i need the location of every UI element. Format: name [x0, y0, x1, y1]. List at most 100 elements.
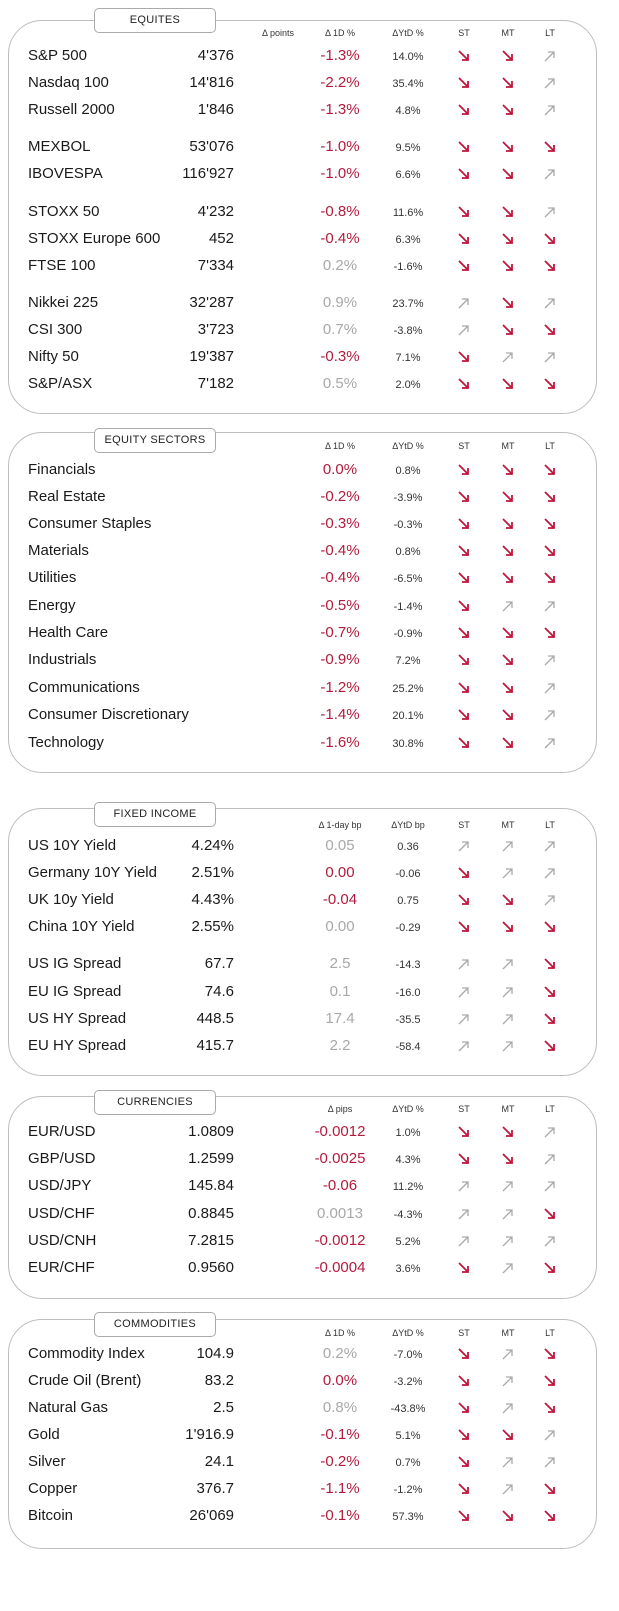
trend-down-icon	[457, 490, 471, 504]
trend-up-icon	[543, 350, 557, 364]
instrument-name: Financials	[28, 461, 96, 478]
daily-change: 17.4	[325, 1010, 355, 1027]
ytd-change: -3.2%	[393, 1376, 423, 1388]
table-row: US IG Spread 67.7 2.5 -14.3	[0, 953, 619, 977]
instrument-name: Consumer Staples	[28, 515, 152, 532]
daily-change: -0.06	[322, 1177, 358, 1194]
ytd-change: 0.8%	[395, 546, 421, 558]
instrument-name: FTSE 100	[28, 257, 96, 274]
instrument-level: 0.9560	[188, 1259, 234, 1276]
ytd-change: 23.7%	[392, 298, 424, 310]
trend-down-icon	[501, 103, 515, 117]
table-row: Bitcoin 26'069 -0.1% 57.3%	[0, 1505, 619, 1529]
trend-up-icon	[543, 296, 557, 310]
ytd-change: 0.7%	[395, 1457, 421, 1469]
table-row: Commodity Index 104.9 0.2% -7.0%	[0, 1343, 619, 1367]
daily-change: -0.1%	[320, 1426, 360, 1443]
instrument-name: Materials	[28, 542, 89, 559]
daily-change: 0.00	[325, 864, 355, 881]
table-row: Natural Gas 2.5 0.8% -43.8%	[0, 1397, 619, 1421]
trend-down-icon	[457, 626, 471, 640]
trend-up-icon	[457, 296, 471, 310]
trend-up-icon	[457, 1179, 471, 1193]
column-header-lt: LT	[545, 441, 555, 451]
trend-up-icon	[501, 350, 515, 364]
ytd-change: 5.2%	[395, 1236, 421, 1248]
trend-down-icon	[457, 1374, 471, 1388]
trend-down-icon	[457, 571, 471, 585]
trend-down-icon	[501, 626, 515, 640]
instrument-name: MEXBOL	[28, 138, 91, 155]
table-row: Nikkei 225 32'287 0.9% 23.7%	[0, 292, 619, 316]
daily-change: 2.5	[329, 955, 351, 972]
trend-down-icon	[457, 232, 471, 246]
trend-down-icon	[543, 1509, 557, 1523]
instrument-name: Crude Oil (Brent)	[28, 1372, 142, 1389]
daily-change: 0.05	[325, 837, 355, 854]
column-header-mt: MT	[501, 820, 515, 830]
instrument-level: 7'182	[197, 375, 234, 392]
instrument-level: 1'846	[197, 101, 234, 118]
table-row: Materials -0.4% 0.8%	[0, 540, 619, 564]
table-row: GBP/USD 1.2599 -0.0025 4.3%	[0, 1148, 619, 1172]
daily-change: 0.9%	[322, 294, 358, 311]
instrument-name: Germany 10Y Yield	[28, 864, 157, 881]
trend-up-icon	[543, 681, 557, 695]
trend-up-icon	[543, 1179, 557, 1193]
trend-down-icon	[501, 140, 515, 154]
daily-change: 0.0013	[317, 1205, 363, 1222]
table-row: Consumer Discretionary -1.4% 20.1%	[0, 704, 619, 728]
trend-up-icon	[457, 839, 471, 853]
ytd-change: -14.3	[395, 959, 421, 971]
trend-down-icon	[457, 1152, 471, 1166]
daily-change: 0.00	[325, 918, 355, 935]
trend-down-icon	[457, 463, 471, 477]
trend-down-icon	[543, 232, 557, 246]
ytd-change: -0.29	[395, 922, 421, 934]
daily-change: -0.2%	[320, 1453, 360, 1470]
instrument-level: 4.43%	[191, 891, 234, 908]
daily-change: 0.2%	[322, 1345, 358, 1362]
table-row: US 10Y Yield 4.24% 0.05 0.36	[0, 835, 619, 859]
table-row: Germany 10Y Yield 2.51% 0.00 -0.06	[0, 862, 619, 886]
trend-down-icon	[457, 76, 471, 90]
column-header-pct: Δ 1D %	[324, 441, 356, 451]
instrument-level: 104.9	[196, 1345, 234, 1362]
trend-down-icon	[457, 167, 471, 181]
instrument-name: Utilities	[28, 569, 77, 586]
instrument-name: Health Care	[28, 624, 109, 641]
trend-down-icon	[543, 1347, 557, 1361]
trend-down-icon	[543, 1261, 557, 1275]
daily-change: -1.3%	[320, 47, 360, 64]
instrument-name: STOXX 50	[28, 203, 100, 220]
trend-down-icon	[457, 377, 471, 391]
trend-down-icon	[501, 296, 515, 310]
ytd-change: 0.8%	[395, 465, 421, 477]
ytd-change: 7.2%	[395, 655, 421, 667]
trend-down-icon	[501, 736, 515, 750]
column-header-mt: MT	[501, 28, 515, 38]
daily-change: 0.8%	[322, 1399, 358, 1416]
column-header-lt: LT	[545, 1328, 555, 1338]
daily-change: -0.8%	[320, 203, 360, 220]
instrument-level: 448.5	[196, 1010, 234, 1027]
column-header-ytd: ΔYtD %	[392, 1104, 424, 1114]
instrument-name: EU IG Spread	[28, 983, 122, 1000]
ytd-change: 2.0%	[395, 379, 421, 391]
ytd-change: 3.6%	[395, 1263, 421, 1275]
trend-up-icon	[457, 1039, 471, 1053]
ytd-change: 11.2%	[392, 1181, 424, 1193]
trend-down-icon	[543, 957, 557, 971]
trend-up-icon	[501, 1482, 515, 1496]
column-header-lt: LT	[545, 1104, 555, 1114]
daily-change: -1.1%	[320, 1480, 360, 1497]
daily-change: 0.2%	[322, 257, 358, 274]
trend-up-icon	[543, 893, 557, 907]
daily-change: -2.2%	[320, 74, 360, 91]
column-header-lt: LT	[545, 28, 555, 38]
instrument-name: Natural Gas	[28, 1399, 109, 1416]
trend-down-icon	[501, 653, 515, 667]
table-row: Technology -1.6% 30.8%	[0, 732, 619, 756]
ytd-change: 11.6%	[392, 207, 424, 219]
ytd-change: -0.06	[395, 868, 421, 880]
